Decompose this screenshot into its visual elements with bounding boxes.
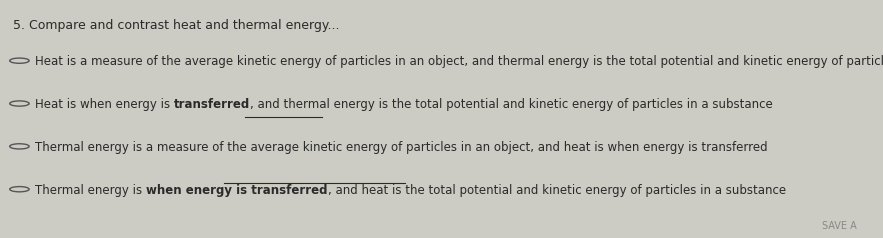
Text: when energy is transferred: when energy is transferred [147,184,328,197]
Text: , and heat is the total potential and kinetic energy of particles in a substance: , and heat is the total potential and ki… [328,184,786,197]
Text: Heat is a measure of the average kinetic energy of particles in an object, and t: Heat is a measure of the average kinetic… [35,55,883,68]
Text: transferred: transferred [174,98,251,111]
Text: SAVE A: SAVE A [822,221,857,231]
Text: 5. Compare and contrast heat and thermal energy...: 5. Compare and contrast heat and thermal… [13,19,340,32]
Text: , and thermal energy is the total potential and kinetic energy of particles in a: , and thermal energy is the total potent… [251,98,774,111]
Text: Thermal energy is: Thermal energy is [35,184,147,197]
Text: Heat is when energy is: Heat is when energy is [35,98,174,111]
Text: Thermal energy is a measure of the average kinetic energy of particles in an obj: Thermal energy is a measure of the avera… [35,141,768,154]
